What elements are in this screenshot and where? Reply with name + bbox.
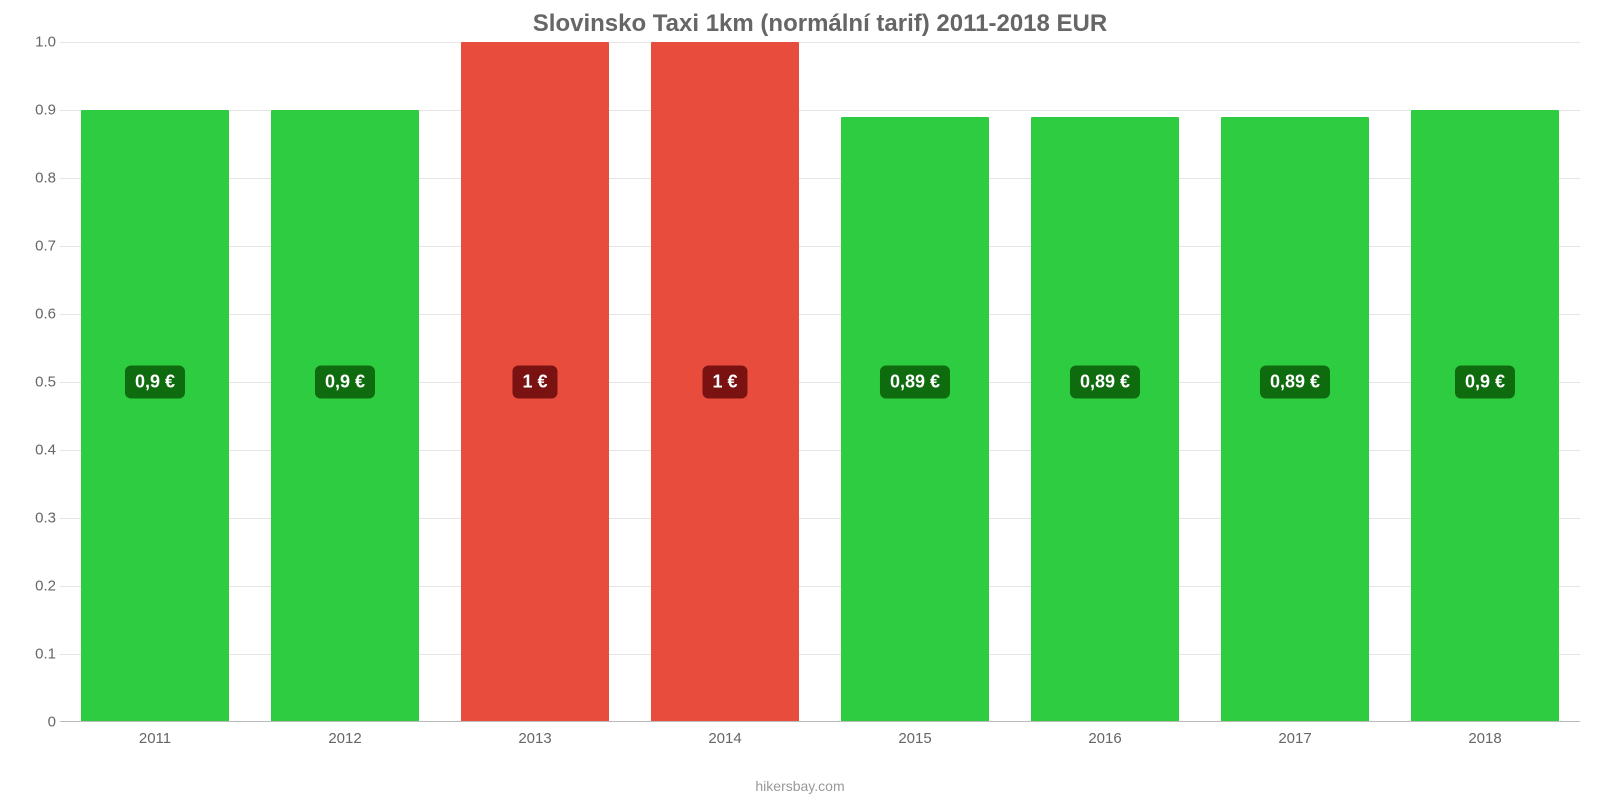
y-tick-label: 0.6: [12, 306, 56, 323]
x-tick-label: 2014: [630, 730, 820, 747]
x-tick-label: 2018: [1390, 730, 1580, 747]
chart-title: Slovinsko Taxi 1km (normální tarif) 2011…: [60, 10, 1580, 38]
x-tick-label: 2015: [820, 730, 1010, 747]
x-tick-label: 2013: [440, 730, 630, 747]
y-axis: 00.10.20.30.40.50.60.70.80.91.0: [12, 42, 56, 722]
bar-value-badge: 0,9 €: [1455, 366, 1515, 399]
x-axis: 20112012201320142015201620172018: [60, 730, 1580, 747]
y-tick-label: 0.1: [12, 646, 56, 663]
x-tick-label: 2016: [1010, 730, 1200, 747]
bar-value-badge: 1 €: [512, 366, 557, 399]
chart-footer: hikersbay.com: [0, 778, 1600, 794]
bar-value-badge: 0,89 €: [880, 366, 950, 399]
y-tick-label: 0.9: [12, 102, 56, 119]
bar-slot: 0,9 €: [60, 42, 250, 722]
bar: 0,9 €: [1411, 110, 1559, 722]
chart-container: Slovinsko Taxi 1km (normální tarif) 2011…: [0, 0, 1600, 800]
bar: 0,89 €: [841, 117, 989, 722]
x-baseline: [60, 721, 1580, 722]
bar-value-badge: 0,9 €: [315, 366, 375, 399]
bar-slot: 1 €: [440, 42, 630, 722]
bar: 0,9 €: [81, 110, 229, 722]
bar-slot: 0,9 €: [1390, 42, 1580, 722]
y-tick-label: 1.0: [12, 34, 56, 51]
y-tick-label: 0.2: [12, 578, 56, 595]
bar-value-badge: 0,89 €: [1070, 366, 1140, 399]
y-tick-label: 0.8: [12, 170, 56, 187]
bar: 1 €: [461, 42, 609, 722]
y-tick-label: 0.4: [12, 442, 56, 459]
bar-value-badge: 1 €: [702, 366, 747, 399]
bar: 1 €: [651, 42, 799, 722]
bar-slot: 0,89 €: [1010, 42, 1200, 722]
bar-value-badge: 0,89 €: [1260, 366, 1330, 399]
y-tick-label: 0: [12, 714, 56, 731]
bar: 0,9 €: [271, 110, 419, 722]
bar: 0,89 €: [1221, 117, 1369, 722]
bar: 0,89 €: [1031, 117, 1179, 722]
plot-area: 00.10.20.30.40.50.60.70.80.91.0 0,9 €0,9…: [60, 42, 1580, 722]
bar-slot: 0,89 €: [1200, 42, 1390, 722]
x-tick-label: 2011: [60, 730, 250, 747]
y-tick-label: 0.7: [12, 238, 56, 255]
x-tick-label: 2017: [1200, 730, 1390, 747]
y-tick-label: 0.3: [12, 510, 56, 527]
bars-group: 0,9 € 0,9 € 1 € 1 € 0,89 € 0,89 € 0,89 € 0,9 €: [60, 42, 1580, 722]
bar-slot: 0,89 €: [820, 42, 1010, 722]
bar-value-badge: 0,9 €: [125, 366, 185, 399]
y-tick-label: 0.5: [12, 374, 56, 391]
bar-slot: 0,9 €: [250, 42, 440, 722]
bar-slot: 1 €: [630, 42, 820, 722]
x-tick-label: 2012: [250, 730, 440, 747]
